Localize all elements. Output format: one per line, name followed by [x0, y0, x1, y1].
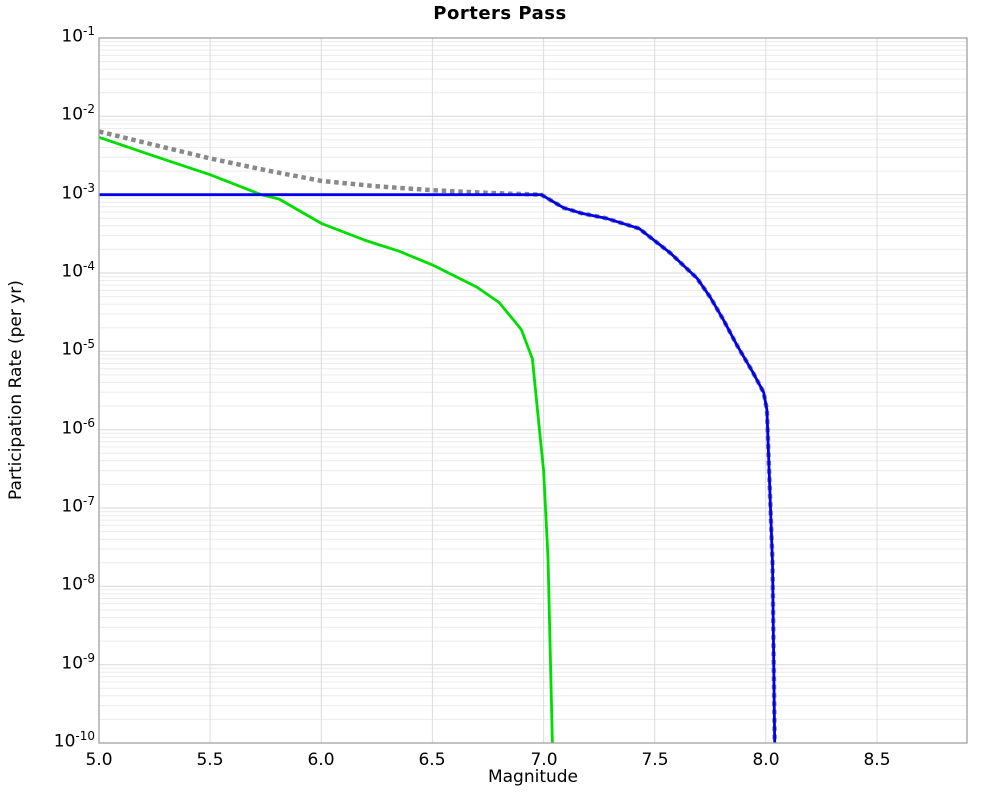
series-group: [99, 129, 777, 743]
grid-lines: [98, 37, 967, 744]
x-tick-label: 6.5: [418, 750, 446, 770]
y-tick-label: 10-7: [61, 494, 95, 517]
x-tick-label: 5.0: [85, 750, 113, 770]
x-tick-label: 6.0: [307, 750, 335, 770]
y-tick-label: 10-1: [61, 24, 95, 47]
x-tick-label: 7.0: [530, 750, 558, 770]
y-tick-label: 10-5: [61, 337, 95, 360]
chart-title: Porters Pass: [433, 3, 567, 24]
y-tick-label: 10-8: [61, 572, 95, 595]
x-tick-label: 5.5: [196, 750, 224, 770]
y-tick-label: 10-4: [61, 259, 95, 282]
y-tick-label: 10-10: [53, 729, 95, 752]
y-tick-label: 10-9: [61, 651, 95, 674]
x-tick-label: 7.5: [641, 750, 669, 770]
x-axis-label: Magnitude: [487, 767, 579, 787]
series-green-solid: [99, 135, 554, 743]
plot-frame: [98, 37, 968, 744]
y-tick-label: 10-6: [61, 416, 95, 439]
x-tick-label: 8.5: [863, 750, 891, 770]
series-blue-solid: [99, 193, 777, 743]
y-tick-label: 10-2: [61, 102, 95, 125]
y-tick-label: 10-3: [61, 181, 95, 204]
x-tick-label: 8.0: [752, 750, 780, 770]
